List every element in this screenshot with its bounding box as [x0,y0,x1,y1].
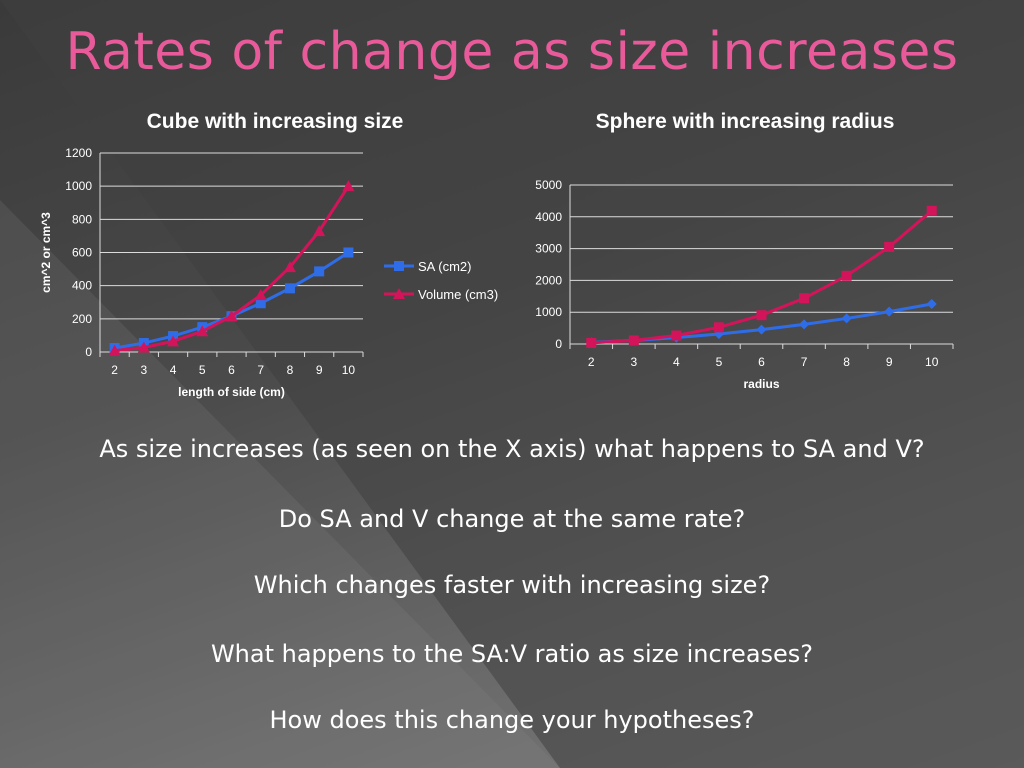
sphere-chart-title: Sphere with increasing radius [595,110,895,133]
data-point-0 [926,299,937,310]
y-tick-label: 800 [72,212,92,226]
data-point-1 [225,310,238,322]
y-tick-label: 200 [72,312,92,326]
x-tick-label: 7 [257,363,264,377]
data-point-1 [108,344,121,356]
y-tick-label: 0 [555,337,562,351]
data-point-1 [713,322,724,333]
y-tick-label: 600 [72,246,92,260]
x-tick-label: 10 [925,355,939,369]
y-tick-label: 1000 [535,305,562,319]
x-tick-label: 3 [630,355,637,369]
x-tick-label: 6 [758,355,765,369]
y-tick-label: 2000 [535,273,562,287]
legend-marker [394,261,404,271]
data-point-0 [284,283,295,294]
x-tick-label: 9 [316,363,323,377]
sphere-chart: 0 1000 2000 3000 4000 5000 2 3 4 5 6 7 8 9 10 radius [535,178,954,391]
x-tick-label: 5 [199,363,206,377]
y-tick-label: 5000 [535,178,562,192]
data-point-1 [841,270,852,281]
legend-label: SA (cm2) [418,259,471,274]
x-tick-label: 8 [287,363,294,377]
legend-label: Volume (cm3) [418,287,498,302]
question-sa-v-ratio: What happens to the SA:V ratio as size i… [210,640,814,668]
y-tick-label: 4000 [535,210,562,224]
question-same-rate: Do SA and V change at the same rate? [278,505,746,533]
x-tick-label: 4 [170,363,177,377]
data-point-1 [137,341,150,353]
data-point-1 [756,310,767,321]
data-point-1 [342,180,355,192]
x-tick-label: 6 [228,363,235,377]
page-title: Rates of change as size increases [65,22,959,82]
cube-chart-title: Cube with increasing size [146,110,404,133]
data-point-1 [671,330,682,341]
question-faster-change: Which changes faster with increasing siz… [253,571,771,599]
data-point-1 [799,293,810,304]
x-axis-title: radius [743,377,779,391]
data-point-1 [586,337,597,348]
x-axis-title: length of side (cm) [178,385,285,399]
series-line-1 [591,209,933,345]
x-tick-label: 2 [588,355,595,369]
data-point-1 [313,225,326,237]
data-point-1 [283,261,296,273]
data-point-0 [756,324,767,335]
y-tick-label: 400 [72,279,92,293]
x-tick-label: 8 [843,355,850,369]
data-point-0 [314,266,325,277]
data-point-0 [884,306,895,317]
y-tick-label: 3000 [535,242,562,256]
x-tick-label: 10 [342,363,356,377]
data-point-1 [254,289,267,301]
data-point-1 [926,205,937,216]
y-tick-label: 1200 [65,146,92,160]
data-point-1 [628,335,639,346]
series-line-0 [591,302,932,344]
cube-chart: 0 200 400 600 800 1000 1200 2 3 4 5 6 7 8 9 10 length of… [39,146,498,399]
data-point-0 [799,319,810,330]
data-point-0 [255,298,266,309]
data-point-1 [884,241,895,252]
data-point-1 [196,325,209,337]
x-tick-label: 5 [716,355,723,369]
y-axis-title: cm^2 or cm^3 [39,212,53,293]
data-point-0 [343,247,354,258]
legend-marker [393,288,405,299]
x-tick-label: 2 [111,363,118,377]
y-tick-label: 0 [85,345,92,359]
x-tick-label: 3 [140,363,147,377]
x-tick-label: 7 [801,355,808,369]
data-point-0 [841,313,852,324]
question-hypotheses: How does this change your hypotheses? [269,706,755,734]
y-tick-label: 1000 [65,179,92,193]
data-point-1 [167,335,180,347]
x-tick-label: 4 [673,355,680,369]
x-tick-label: 9 [886,355,893,369]
question-size-effect: As size increases (as seen on the X axis… [99,435,925,463]
